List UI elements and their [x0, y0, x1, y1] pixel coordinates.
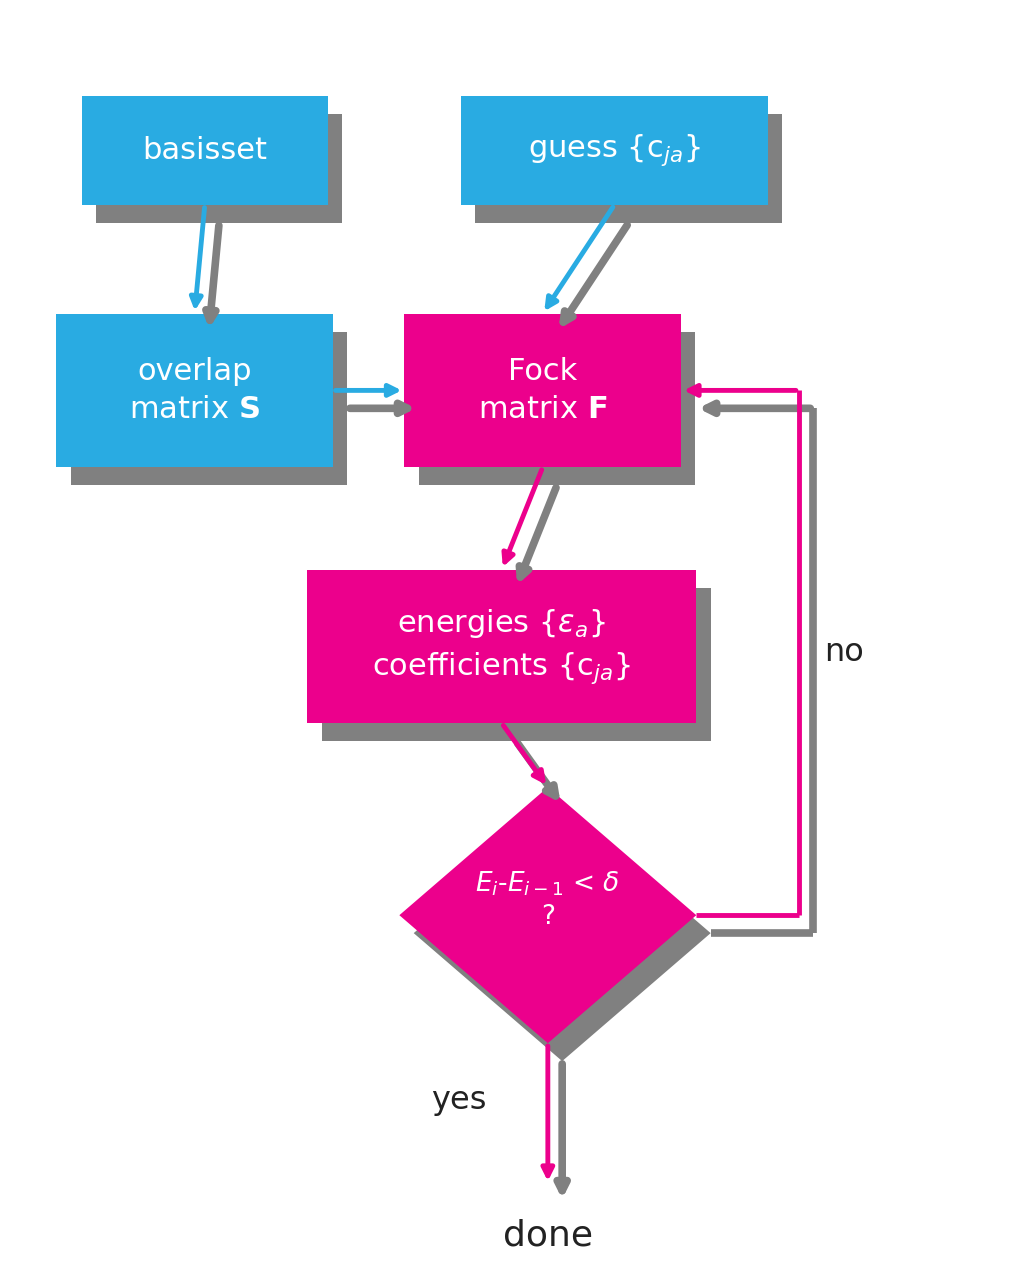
Text: overlap
matrix $\mathbf{S}$: overlap matrix $\mathbf{S}$ [129, 357, 260, 424]
FancyBboxPatch shape [404, 314, 681, 467]
FancyBboxPatch shape [419, 332, 695, 485]
Text: guess {c$_{ja}$}: guess {c$_{ja}$} [528, 132, 700, 169]
Text: Fock
matrix $\mathbf{F}$: Fock matrix $\mathbf{F}$ [478, 357, 607, 424]
FancyBboxPatch shape [461, 96, 768, 205]
Text: yes: yes [431, 1085, 486, 1116]
Text: done: done [503, 1219, 593, 1252]
Text: basisset: basisset [142, 136, 267, 165]
Polygon shape [414, 805, 711, 1061]
Text: $E_i$-$E_{i-1}$ < $\delta$
?: $E_i$-$E_{i-1}$ < $\delta$ ? [475, 869, 621, 931]
FancyBboxPatch shape [475, 114, 782, 223]
FancyBboxPatch shape [71, 332, 347, 485]
FancyBboxPatch shape [82, 96, 328, 205]
FancyBboxPatch shape [56, 314, 333, 467]
FancyBboxPatch shape [322, 588, 711, 741]
Text: energies {$\varepsilon_a$}
coefficients {c$_{ja}$}: energies {$\varepsilon_a$} coefficients … [373, 607, 631, 686]
FancyBboxPatch shape [96, 114, 342, 223]
Polygon shape [399, 787, 696, 1043]
FancyBboxPatch shape [307, 570, 696, 723]
Text: no: no [824, 637, 864, 668]
